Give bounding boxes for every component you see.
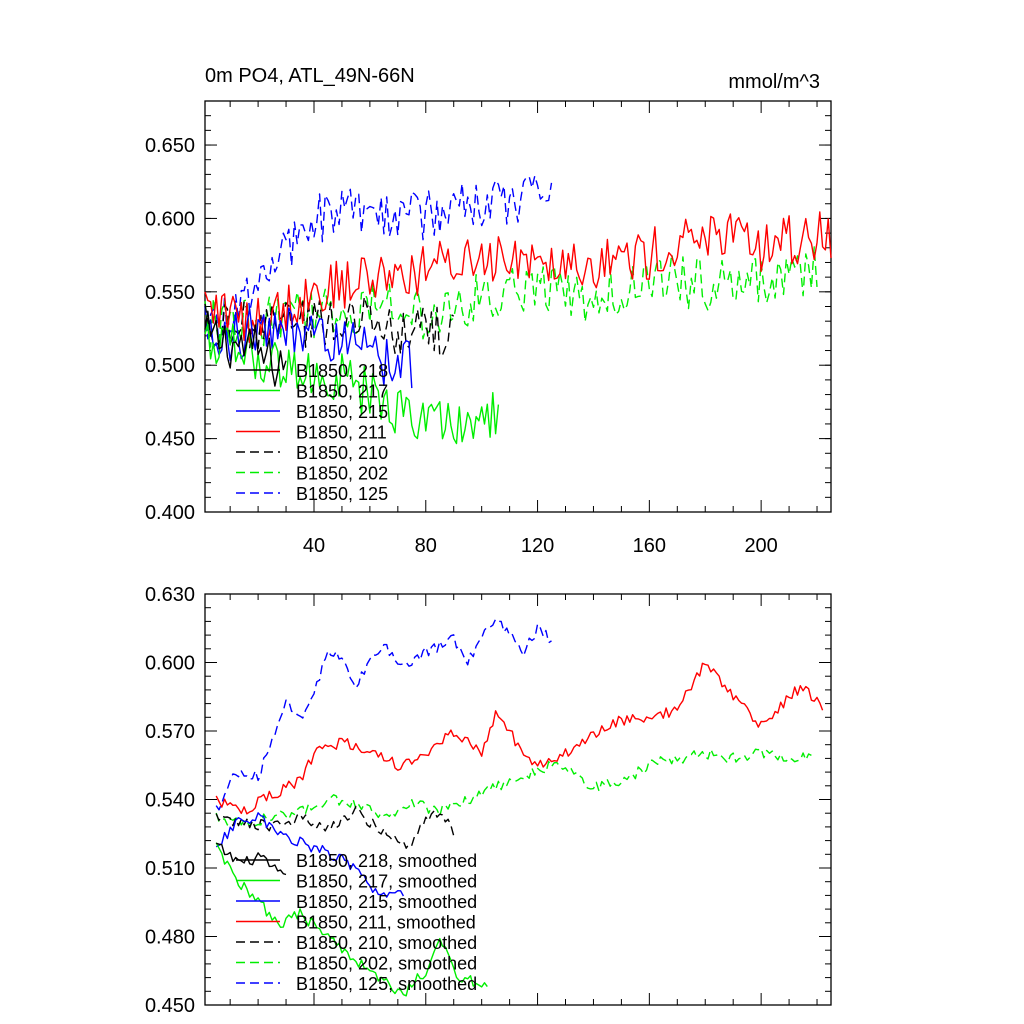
legend-label: B1850, 218	[296, 361, 388, 381]
x-tick-label: 120	[521, 535, 554, 557]
x-tick-label: 200	[744, 535, 777, 557]
series-line-125-dashed	[204, 175, 553, 346]
y-tick-label: 0.480	[145, 927, 195, 949]
bottom-panel: 0.450 0.480 0.510 0.540 0.570 0.600 0.630 B185…	[145, 584, 832, 1017]
y-tick-label: 0.600	[145, 653, 195, 675]
legend-label: B1850, 202	[296, 464, 388, 484]
y-tick-label: 0.550	[145, 282, 195, 304]
series-line-125-dashed	[215, 618, 552, 811]
x-tick-label: 40	[303, 535, 325, 557]
series-line-218	[204, 310, 287, 387]
legend-label: B1850, 215, smoothed	[296, 892, 477, 912]
y-tick-label: 0.650	[145, 135, 195, 157]
x-tick-label: 160	[633, 535, 666, 557]
series-line-217	[215, 842, 488, 997]
y-tick-label: 0.400	[145, 502, 195, 524]
top-series-group	[204, 175, 832, 445]
series-line-211	[215, 662, 824, 815]
legend-label: B1850, 125	[296, 484, 388, 504]
series-line-218	[215, 842, 287, 876]
y-tick-label: 0.450	[145, 995, 195, 1017]
legend-label: B1850, 217	[296, 382, 388, 402]
x-tick-label: 80	[415, 535, 437, 557]
legend-label: B1850, 217, smoothed	[296, 872, 477, 892]
y-tick-label: 0.630	[145, 584, 195, 606]
y-tick-label: 0.540	[145, 790, 195, 812]
series-line-217	[204, 323, 500, 445]
y-tick-label: 0.450	[145, 429, 195, 451]
y-tick-label: 0.500	[145, 355, 195, 377]
legend-label: B1850, 210	[296, 443, 388, 463]
y-tick-label: 0.600	[145, 208, 195, 230]
y-tick-label: 0.510	[145, 858, 195, 880]
series-line-210-dashed	[215, 805, 455, 849]
units-label: mmol/m^3	[728, 71, 820, 93]
series-line-215	[215, 812, 405, 898]
series-line-202-dashed	[215, 747, 812, 827]
legend-label: B1850, 125, smoothed	[296, 974, 477, 994]
legend-label: B1850, 218, smoothed	[296, 851, 477, 871]
legend-label: B1850, 211, smoothed	[296, 913, 476, 933]
series-line-211	[204, 211, 832, 344]
bottom-series-group	[215, 618, 824, 997]
bottom-axis-ticks: 0.450 0.480 0.510 0.540 0.570 0.600 0.630	[145, 584, 831, 1017]
series-line-215	[204, 307, 413, 389]
legend-label: B1850, 210, smoothed	[296, 933, 477, 953]
top-axis-ticks: 0.400 0.450 0.500 0.550 0.600 0.650 40 80 120 160…	[145, 100, 831, 557]
chart-title: 0m PO4, ATL_49N-66N	[205, 65, 415, 87]
legend-label: B1850, 211	[296, 423, 387, 443]
y-tick-label: 0.570	[145, 721, 195, 743]
legend-label: B1850, 202, smoothed	[296, 954, 477, 974]
top-panel: 0m PO4, ATL_49N-66N mmol/m^3 0.4000.4500…	[145, 65, 832, 557]
legend-label: B1850, 215	[296, 402, 388, 422]
